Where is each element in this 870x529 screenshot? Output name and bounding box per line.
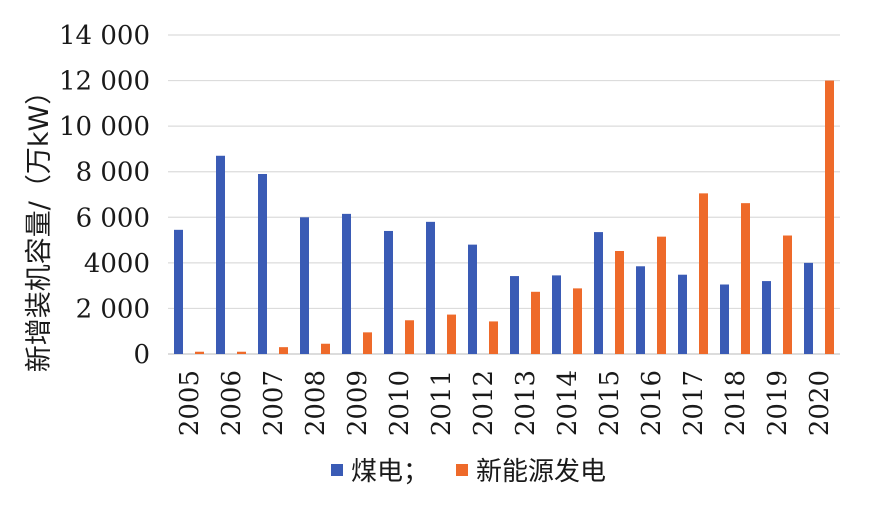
bar-new-energy-2006: [237, 351, 246, 354]
bars: [174, 80, 834, 355]
bar-coal-2014: [552, 275, 561, 354]
y-tick-label: 0: [133, 340, 150, 370]
bar-coal-2009: [342, 213, 351, 354]
bar-new-energy-2017: [699, 193, 708, 354]
x-tick-label: 2016: [637, 370, 667, 436]
bar-coal-2017: [678, 274, 687, 354]
bar-new-energy-2007: [279, 347, 288, 354]
x-tick-label: 2012: [469, 370, 499, 436]
x-tick-label: 2020: [805, 370, 835, 436]
bar-new-energy-2008: [321, 343, 330, 354]
x-tick-label: 2014: [553, 370, 583, 436]
bar-coal-2005: [174, 229, 183, 354]
y-tick-label: 6 000: [76, 203, 150, 233]
bar-new-energy-2016: [657, 236, 666, 354]
x-tick-label: 2006: [217, 370, 247, 436]
legend-swatch: [331, 464, 343, 476]
x-tick-label: 2015: [595, 370, 625, 436]
bar-new-energy-2010: [405, 320, 414, 354]
x-tick-label: 2009: [343, 370, 373, 436]
bar-new-energy-2012: [489, 321, 498, 354]
y-tick-label: 2 000: [76, 294, 150, 324]
bar-new-energy-2009: [363, 332, 372, 354]
bar-coal-2013: [510, 276, 519, 354]
bar-new-energy-2020: [825, 80, 834, 355]
y-tick-label: 10 000: [59, 112, 150, 142]
bar-coal-2020: [804, 262, 813, 354]
x-tick-label: 2005: [175, 370, 205, 436]
x-tick-label: 2008: [301, 370, 331, 436]
legend-swatch: [456, 464, 468, 476]
x-tick-label: 2011: [427, 370, 457, 436]
bar-coal-2019: [762, 281, 771, 354]
bar-new-energy-2005: [195, 351, 204, 354]
bar-coal-2010: [384, 230, 393, 354]
y-axis-label: 新增装机容量/（万kW）: [24, 78, 55, 372]
legend-label: 新能源发电: [476, 457, 606, 487]
bar-new-energy-2013: [531, 291, 540, 354]
y-tick-label: 12 000: [59, 67, 150, 97]
x-tick-label: 2018: [721, 370, 751, 436]
legend: 煤电； 新能源发电: [331, 457, 606, 487]
bar-coal-2016: [636, 266, 645, 354]
x-tick-label: 2013: [511, 370, 541, 436]
x-tick-label: 2019: [763, 370, 793, 436]
y-tick-label: 14 000: [59, 21, 150, 51]
bar-coal-2015: [594, 232, 603, 354]
x-tick-label: 2017: [679, 370, 709, 436]
bar-new-energy-2014: [573, 288, 582, 354]
y-tick-label: 4000: [84, 249, 150, 279]
x-axis-ticks: 2005 2006 2007 2008 2009 2010 2011 2012 2013 2014…: [175, 370, 835, 436]
x-tick-label: 2007: [259, 370, 289, 436]
bar-coal-2018: [720, 284, 729, 354]
y-tick-label: 8 000: [76, 158, 150, 188]
bar-coal-2011: [426, 221, 435, 354]
y-axis-ticks: 0 2 000 4000 6 000 8 000 10 000 12 000 14 000: [59, 21, 150, 370]
bar-new-energy-2019: [783, 235, 792, 354]
x-tick-label: 2010: [385, 370, 415, 436]
bar-coal-2012: [468, 244, 477, 354]
bar-new-energy-2018: [741, 203, 750, 354]
bar-coal-2007: [258, 173, 267, 354]
bar-coal-2008: [300, 217, 309, 354]
legend-label: 煤电；: [351, 457, 429, 487]
bar-new-energy-2015: [615, 251, 624, 354]
gridlines: [168, 34, 840, 355]
bar-coal-2006: [216, 155, 225, 354]
bar-new-energy-2011: [447, 314, 456, 354]
